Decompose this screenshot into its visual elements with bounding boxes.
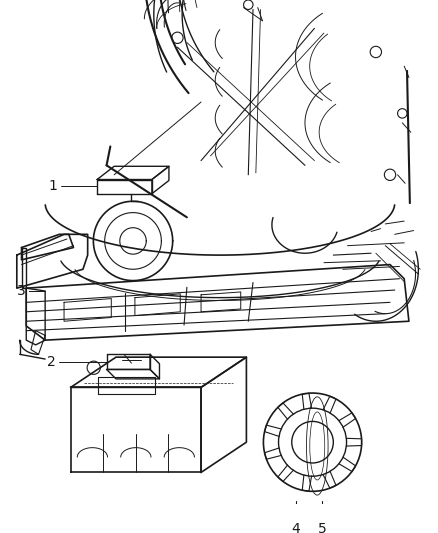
Text: 4: 4: [291, 522, 300, 533]
Text: 5: 5: [318, 522, 326, 533]
Text: 2: 2: [47, 355, 56, 369]
Text: 1: 1: [49, 179, 57, 193]
Text: 3: 3: [17, 284, 25, 298]
